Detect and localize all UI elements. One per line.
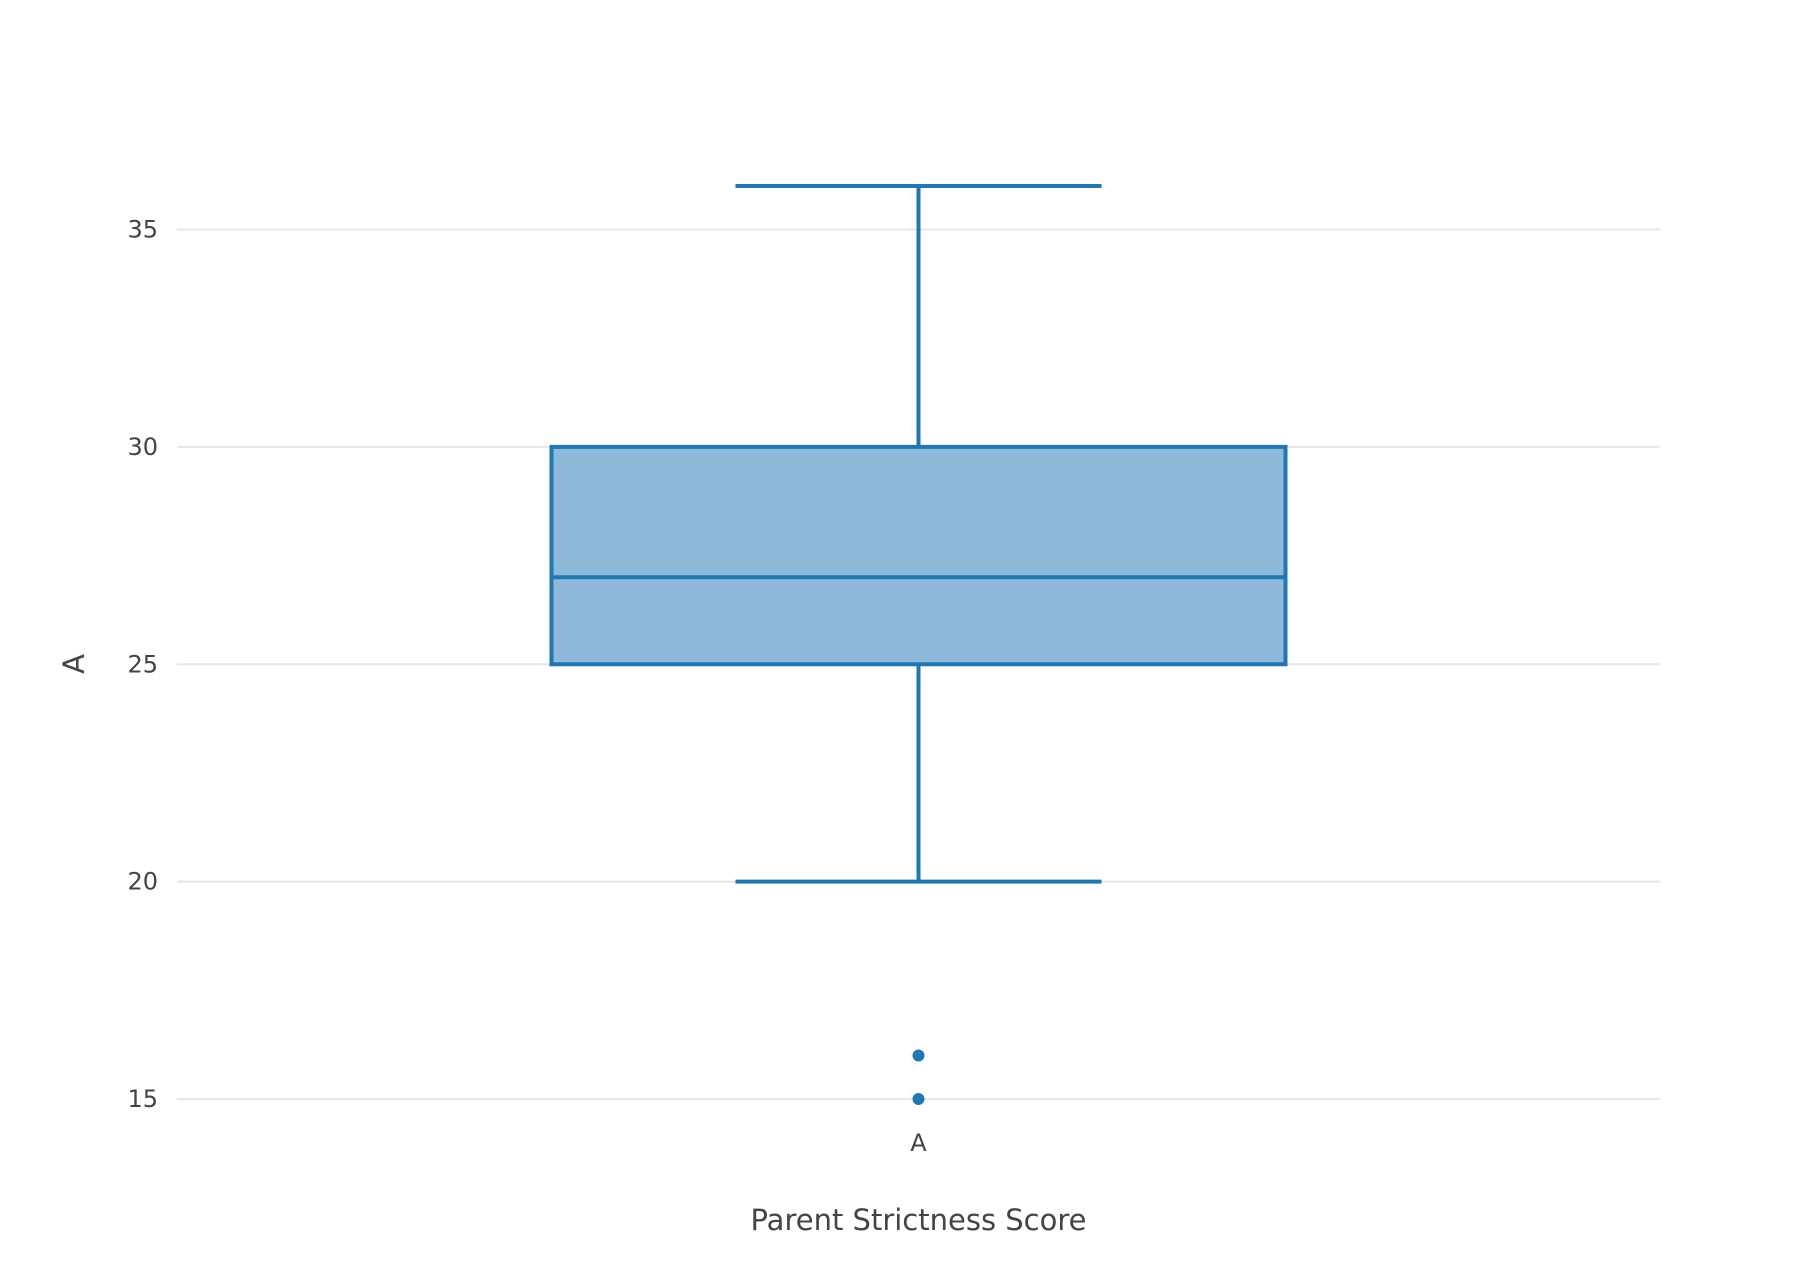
y-axis-title: A xyxy=(57,654,91,674)
y-tick-label: 25 xyxy=(127,650,158,678)
outlier-point xyxy=(912,1093,925,1106)
y-tick-label: 35 xyxy=(127,216,158,244)
iqr-box xyxy=(549,444,1288,667)
x-axis-title: Parent Strictness Score xyxy=(750,1203,1086,1237)
y-tick-label: 20 xyxy=(127,868,158,896)
marks-layer xyxy=(549,184,1288,1106)
y-tick-label: 15 xyxy=(127,1085,158,1113)
y-tick-label: 30 xyxy=(127,433,158,461)
labels-layer: Parent Strictness Score A 15 20 25 30 35 A xyxy=(57,216,1087,1237)
outlier-point xyxy=(912,1049,925,1062)
x-tick-label: A xyxy=(910,1129,927,1157)
